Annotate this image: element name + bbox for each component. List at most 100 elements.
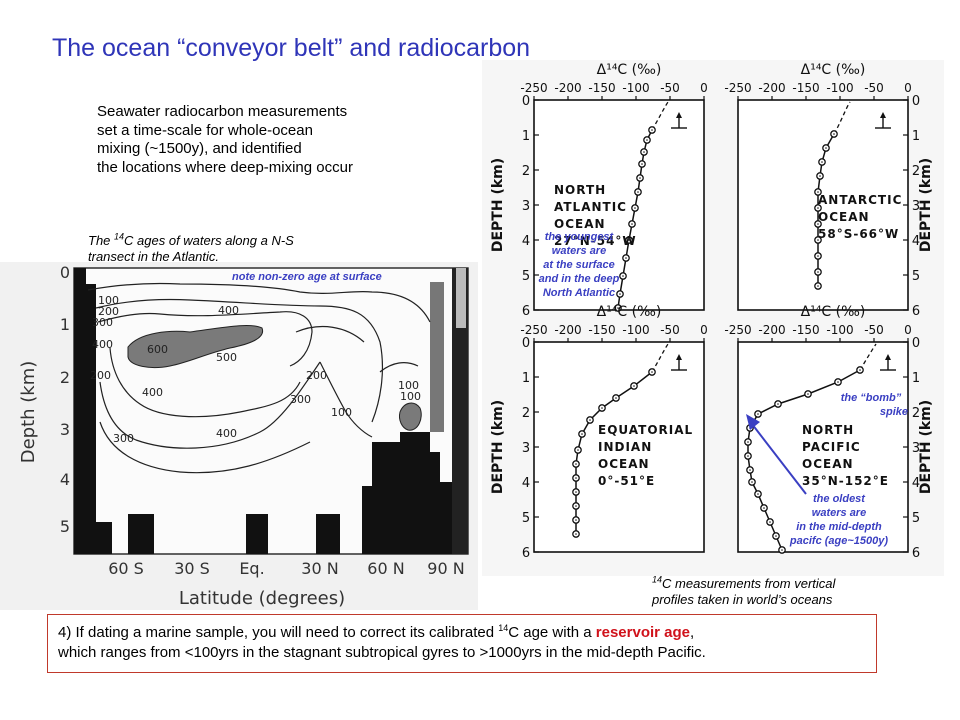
transect-x-label: Latitude (degrees): [179, 588, 345, 609]
panel-name-line: ATLANTIC: [554, 200, 627, 214]
panel-name-line: ANTARCTIC: [818, 193, 902, 207]
seafloor-ridge: [128, 514, 340, 554]
data-point-dot: [837, 381, 839, 383]
y-tick-label: 6: [912, 304, 920, 319]
x-tick-label: -50: [660, 323, 680, 337]
y-tick: 5: [60, 517, 70, 536]
data-point-dot: [821, 161, 823, 163]
panel-frame: [737, 341, 909, 553]
panel-name-line: 0°-51°E: [598, 474, 655, 488]
x-tick-label: -200: [554, 323, 581, 337]
transect-y-label: Depth (km): [18, 361, 39, 464]
x-tick-label: -150: [588, 81, 615, 95]
contour-label: 400: [92, 338, 113, 351]
oldest-waters-note: the oldest waters are in the mid-depth p…: [789, 493, 889, 547]
panel-name-line: PACIFIC: [802, 440, 861, 454]
contour-label: 200: [98, 305, 119, 318]
data-point-dot: [619, 293, 621, 295]
data-point-dot: [637, 191, 639, 193]
x-tick-label: -150: [792, 323, 819, 337]
y-tick-label: 5: [912, 511, 920, 526]
x-tick-label: 0: [700, 323, 708, 337]
x-tick-label: -250: [724, 323, 751, 337]
contour-labels: 100 200 300 400 200 400 600 500 200 300 …: [90, 294, 421, 445]
panel-name-line: OCEAN: [818, 210, 870, 224]
y-tick-label: 4: [522, 234, 530, 249]
profiles-caption: 14C measurements from vertical profiles …: [652, 574, 836, 607]
panel-frame: [737, 99, 909, 311]
slide-title: The ocean “conveyor belt” and radiocarbo…: [52, 34, 531, 62]
transect-caption: The 14C ages of waters along a N-S trans…: [88, 231, 294, 264]
y-tick-label: 6: [522, 546, 530, 561]
data-point-dot: [575, 519, 577, 521]
delta14c-label: Δ¹⁴C (‰): [597, 304, 662, 320]
y-tick-label: 6: [522, 304, 530, 319]
data-point-dot: [817, 191, 819, 193]
panel-name-line: EQUATORIAL: [598, 423, 693, 437]
x-tick-label: 0: [904, 323, 912, 337]
x-tick-label: -200: [758, 81, 785, 95]
data-point-dot: [631, 223, 633, 225]
intro-line: Seawater radiocarbon measurements: [97, 103, 348, 120]
shaded-600: [127, 324, 264, 369]
x-tick-label: -100: [622, 323, 649, 337]
data-point-dot: [622, 275, 624, 277]
panel-name-line: 58°S-66°W: [818, 227, 899, 241]
x-tick: 30 N: [301, 559, 338, 578]
data-point-dot: [634, 207, 636, 209]
depth-axis-label: DEPTH (km): [490, 400, 506, 494]
y-tick: 2: [60, 368, 70, 387]
x-tick-label: -150: [792, 81, 819, 95]
contour-label: 100: [398, 379, 419, 392]
data-point-dot: [575, 533, 577, 535]
x-tick-label: 0: [700, 81, 708, 95]
panel-name-line: OCEAN: [802, 457, 854, 471]
arrow-head-icon: [885, 354, 891, 360]
y-tick-label: 4: [912, 476, 920, 491]
profile-panel: -250 -200 -150 -100 -50 0 Δ¹⁴C (‰) 0 1 2 3 4 5 6 DEPTH…: [724, 304, 934, 561]
data-point-dot: [751, 481, 753, 483]
contour-label: 200: [90, 369, 111, 382]
y-tick-label: 1: [912, 129, 920, 144]
contour-label: 300: [92, 316, 113, 329]
x-tick: 30 S: [174, 559, 210, 578]
data-point-dot: [763, 507, 765, 509]
y-tick-label: 1: [912, 371, 920, 386]
data-point-dot: [833, 133, 835, 135]
y-tick-label: 3: [912, 199, 920, 214]
reservoir-age-highlight: reservoir age: [595, 624, 691, 641]
data-point-dot: [625, 257, 627, 259]
data-point-dot: [817, 255, 819, 257]
data-point-dot: [747, 455, 749, 457]
data-point-dot: [775, 535, 777, 537]
depth-axis-label: DEPTH (km): [918, 400, 934, 494]
seafloor-right: [362, 432, 452, 554]
data-point-dot: [581, 433, 583, 435]
panel-name-line: 35°N-152°E: [802, 474, 889, 488]
depth-axis-label: DEPTH (km): [490, 158, 506, 252]
data-point-dot: [859, 369, 861, 371]
contour-label: 400: [142, 386, 163, 399]
delta14c-label: Δ¹⁴C (‰): [597, 62, 662, 78]
data-point-dot: [817, 271, 819, 273]
data-point-dot: [643, 151, 645, 153]
data-point-dot: [617, 307, 619, 309]
contour-label: 600: [147, 343, 168, 356]
contour-label: 300: [290, 393, 311, 406]
contour-label: 100: [331, 406, 352, 419]
x-tick: 90 N: [427, 559, 464, 578]
panel-name-line: 27°N-54°W: [554, 234, 637, 248]
x-tick-label: -200: [758, 323, 785, 337]
transect-x-ticks: 60 S 30 S Eq. 30 N 60 N 90 N: [108, 559, 465, 578]
data-point-dot: [577, 449, 579, 451]
data-point-dot: [575, 491, 577, 493]
y-tick: 1: [60, 315, 70, 334]
y-tick-label: 2: [912, 164, 920, 179]
contour-label: 400: [216, 427, 237, 440]
profile-panel: -250 -200 -150 -100 -50 0 Δ¹⁴C (‰) 0 1 2 3 4 5 6 DEPTH…: [724, 62, 934, 319]
data-point-dot: [575, 505, 577, 507]
data-point-dot: [651, 129, 653, 131]
x-tick-label: -100: [622, 81, 649, 95]
y-tick-label: 0: [912, 336, 920, 351]
data-point-dot: [757, 493, 759, 495]
